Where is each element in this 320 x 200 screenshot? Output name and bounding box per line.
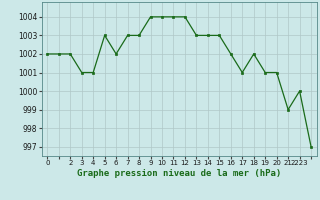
X-axis label: Graphe pression niveau de la mer (hPa): Graphe pression niveau de la mer (hPa) xyxy=(77,169,281,178)
